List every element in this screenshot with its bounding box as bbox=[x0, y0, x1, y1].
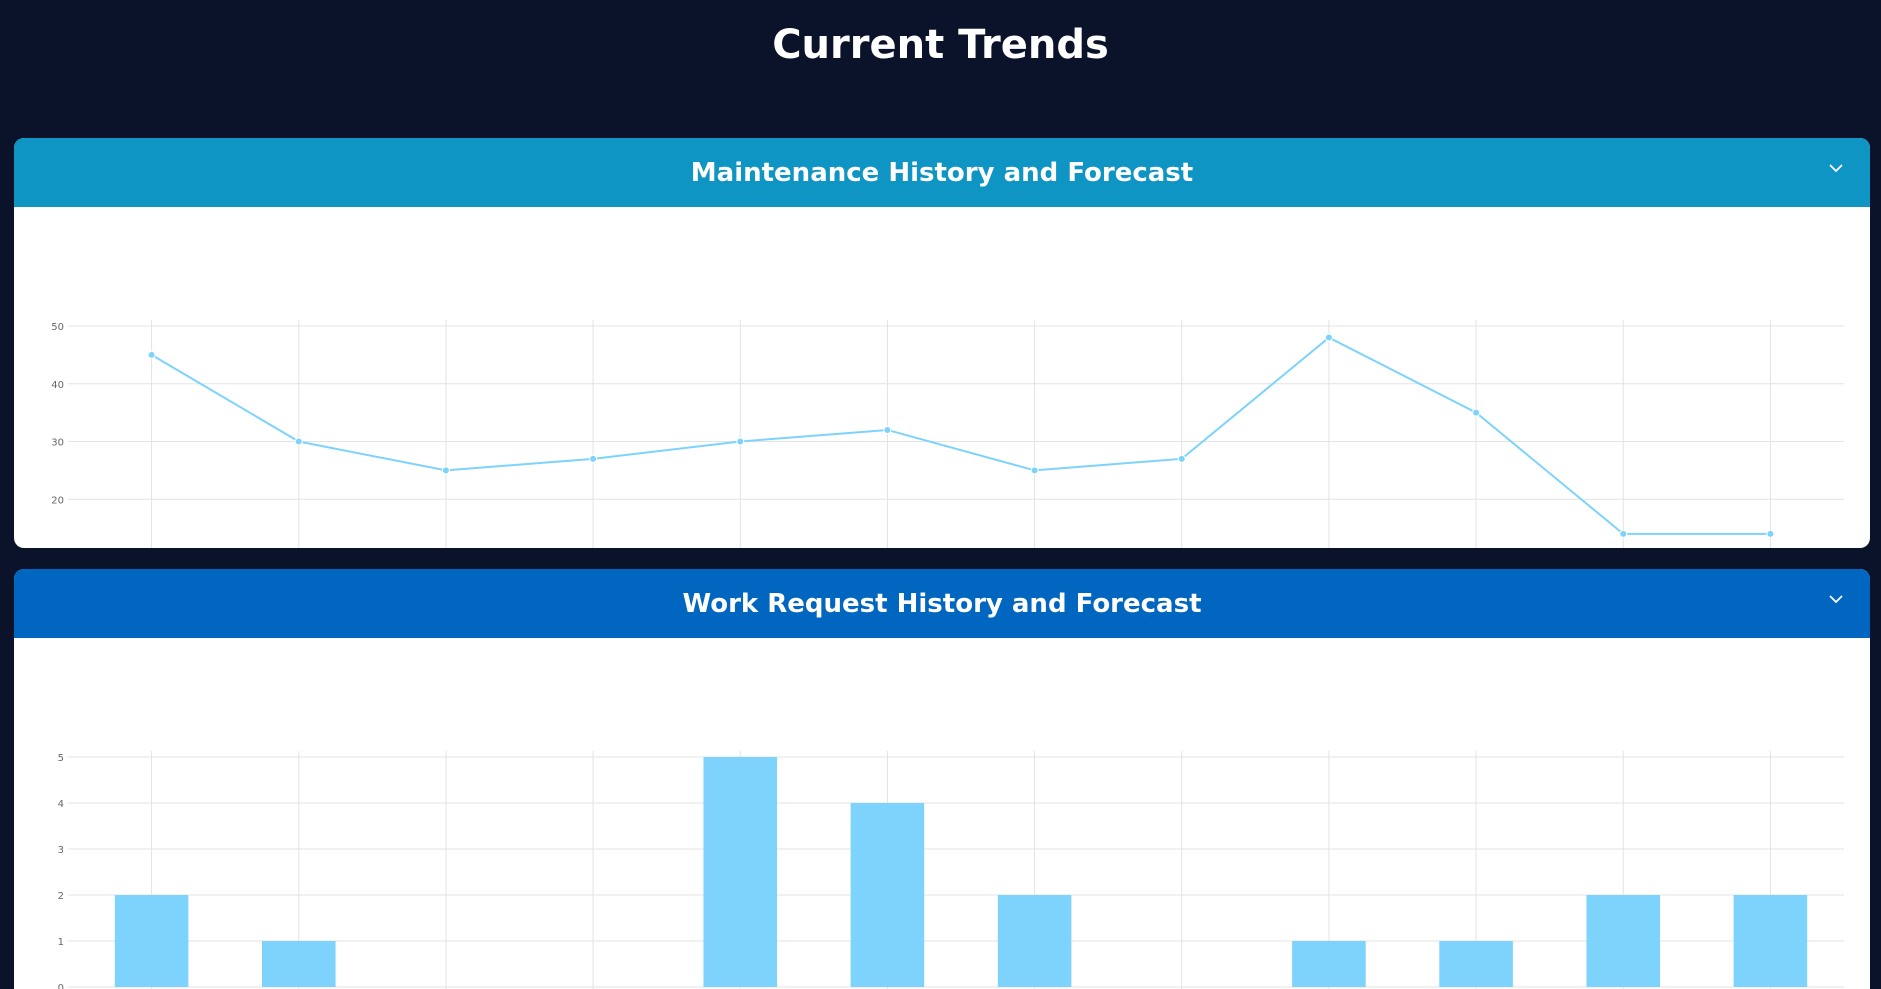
y-tick-label: 20 bbox=[51, 495, 64, 506]
bar[interactable] bbox=[703, 757, 778, 987]
work-request-panel-header[interactable]: Work Request History and Forecast bbox=[14, 569, 1870, 638]
maintenance-panel: Maintenance History and Forecast 1020304… bbox=[14, 138, 1870, 548]
bar[interactable] bbox=[850, 803, 925, 987]
bar[interactable] bbox=[997, 895, 1072, 987]
data-point[interactable] bbox=[589, 454, 598, 463]
maintenance-panel-title: Maintenance History and Forecast bbox=[690, 157, 1194, 188]
bar[interactable] bbox=[1586, 895, 1661, 987]
bar[interactable] bbox=[1292, 941, 1366, 987]
y-tick-label: 3 bbox=[58, 845, 64, 856]
data-point[interactable] bbox=[1619, 529, 1628, 538]
y-tick-label: 4 bbox=[58, 799, 64, 810]
bar[interactable] bbox=[261, 941, 336, 987]
bar[interactable] bbox=[1439, 941, 1513, 987]
chevron-down-icon[interactable] bbox=[1828, 591, 1844, 607]
data-point[interactable] bbox=[441, 466, 450, 475]
data-point[interactable] bbox=[147, 350, 156, 359]
bar[interactable] bbox=[1733, 895, 1808, 987]
y-tick-label: 40 bbox=[51, 380, 64, 391]
data-point[interactable] bbox=[1766, 529, 1775, 538]
y-tick-label: 2 bbox=[58, 891, 64, 902]
maintenance-line-chart: 1020304050 JanFebMarAprMayJunJulAugSepOc… bbox=[51, 320, 1844, 548]
y-tick-label: 1 bbox=[58, 937, 64, 948]
y-tick-label: 30 bbox=[51, 438, 64, 449]
data-point[interactable] bbox=[883, 425, 892, 434]
data-point[interactable] bbox=[1324, 333, 1333, 342]
work-request-panel: Work Request History and Forecast 0 1 2 3 4 5… bbox=[14, 569, 1870, 989]
data-point[interactable] bbox=[1472, 408, 1481, 417]
page-title: Current Trends bbox=[772, 22, 1109, 68]
data-point[interactable] bbox=[736, 437, 745, 446]
series-line bbox=[151, 336, 1771, 535]
maintenance-panel-header[interactable]: Maintenance History and Forecast bbox=[14, 138, 1870, 207]
data-point[interactable] bbox=[1177, 454, 1186, 463]
y-tick-label: 0 bbox=[58, 983, 64, 989]
work-request-panel-title: Work Request History and Forecast bbox=[682, 588, 1202, 619]
bar[interactable] bbox=[114, 895, 189, 987]
chevron-down-icon[interactable] bbox=[1828, 160, 1844, 176]
data-point[interactable] bbox=[1030, 466, 1039, 475]
y-tick-label: 5 bbox=[58, 753, 64, 764]
data-point[interactable] bbox=[294, 437, 303, 446]
y-tick-label: 50 bbox=[51, 322, 64, 333]
